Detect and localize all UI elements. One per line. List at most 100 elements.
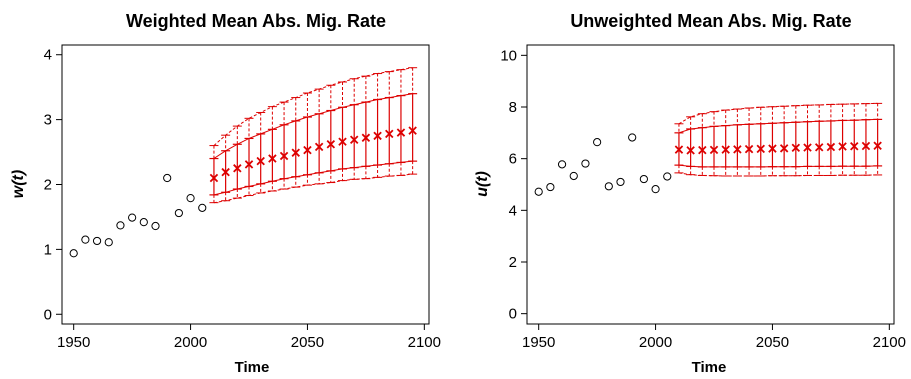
median-marker [303, 145, 312, 155]
median-marker [268, 154, 277, 163]
x-axis-label: Time [692, 359, 727, 376]
axis-ticks: 1950 2000 2050 2100 0 1 2 3 4 [44, 47, 441, 351]
x-tick-label: 2100 [408, 334, 441, 351]
median-marker [779, 144, 789, 153]
median-marker [826, 142, 836, 152]
median-marker [873, 141, 882, 150]
ci95-lower-line [678, 172, 878, 177]
x-tick-label: 2100 [873, 334, 906, 351]
data-marks [534, 102, 883, 196]
observed-point [581, 159, 590, 168]
observed-point [92, 236, 102, 246]
ci95-lower-line [213, 173, 413, 204]
median-marker [850, 142, 859, 151]
x-tick-label: 2050 [756, 334, 789, 351]
observed-point [628, 133, 637, 142]
observed-point [151, 221, 160, 231]
observed-point [569, 171, 578, 181]
y-tick-label: 1 [44, 241, 52, 258]
ci95-upper-line [678, 102, 878, 125]
y-tick-label: 10 [500, 47, 517, 64]
observed-point [163, 173, 172, 183]
observed-point [639, 174, 648, 184]
median-marker [361, 133, 371, 143]
y-tick-label: 4 [44, 47, 52, 64]
median-marker [279, 151, 289, 161]
observed-point [546, 182, 555, 192]
median-marker [373, 131, 382, 141]
x-tick-label: 1950 [57, 334, 90, 351]
median-marker [396, 128, 406, 137]
median-marker [338, 137, 347, 146]
ci80-upper-line [678, 118, 878, 134]
median-marker [326, 140, 336, 149]
observed-point [616, 177, 625, 187]
x-tick-label: 2000 [174, 334, 207, 351]
median-marker [744, 144, 754, 154]
y-tick-label: 2 [44, 177, 52, 194]
axis-ticks: 1950 2000 2050 2100 0 2 4 6 8 10 [500, 47, 906, 351]
median-marker [768, 144, 777, 153]
ci80-lower-line [213, 160, 413, 196]
ci80-upper-line [213, 93, 413, 159]
median-marker [256, 156, 265, 166]
x-tick-label: 2000 [639, 334, 672, 351]
y-axis-label: u(t) [474, 171, 491, 197]
median-marker [709, 145, 719, 155]
median-marker [838, 142, 847, 151]
ci95-upper-line [213, 67, 413, 146]
median-marker [221, 167, 230, 177]
median-marker [314, 142, 324, 152]
y-axis-label: w(t) [10, 170, 27, 198]
median-marker [244, 160, 254, 169]
y-tick-label: 0 [509, 306, 517, 323]
y-tick-label: 4 [509, 202, 517, 219]
y-tick-label: 8 [509, 99, 517, 116]
observed-point [116, 221, 125, 230]
median-marker [861, 141, 871, 151]
data-marks [69, 67, 418, 258]
ci80-lower-line [678, 164, 878, 168]
observed-point [186, 194, 195, 203]
observed-point [593, 138, 602, 147]
observed-point [174, 208, 183, 218]
y-tick-label: 0 [44, 306, 52, 323]
observed-point [69, 249, 78, 258]
median-marker [686, 146, 695, 155]
median-marker [385, 129, 394, 139]
observed-point [557, 160, 567, 169]
weighted-panel: Weighted Mean Abs. Mig. Rate Time w(t) 1… [10, 11, 441, 376]
median-marker [721, 145, 730, 154]
observed-point [534, 187, 543, 196]
x-axis-label: Time [235, 359, 270, 376]
observed-point [663, 172, 672, 181]
median-marker [698, 145, 707, 155]
observed-point [604, 182, 613, 191]
median-marker [233, 164, 242, 173]
y-tick-label: 3 [44, 112, 52, 129]
chart-title: Weighted Mean Abs. Mig. Rate [126, 11, 386, 31]
observed-point [128, 213, 137, 222]
median-marker [803, 143, 812, 152]
y-tick-label: 6 [509, 151, 517, 168]
median-marker [756, 144, 765, 154]
x-tick-label: 2050 [291, 334, 324, 351]
median-marker [209, 173, 219, 183]
y-tick-label: 2 [509, 254, 517, 271]
plot-frame [61, 44, 430, 325]
median-marker [791, 143, 801, 153]
observed-point [651, 185, 660, 194]
median-marker [733, 145, 742, 154]
chart-title: Unweighted Mean Abs. Mig. Rate [570, 11, 851, 31]
plot-frame [526, 44, 895, 325]
median-marker [674, 145, 684, 154]
median-marker [349, 135, 359, 144]
observed-point [139, 218, 148, 227]
median-marker [291, 148, 300, 157]
x-tick-label: 1950 [522, 334, 555, 351]
unweighted-panel: Unweighted Mean Abs. Mig. Rate Time u(t)… [474, 11, 906, 376]
median-marker [408, 126, 417, 135]
observed-point [104, 238, 113, 247]
